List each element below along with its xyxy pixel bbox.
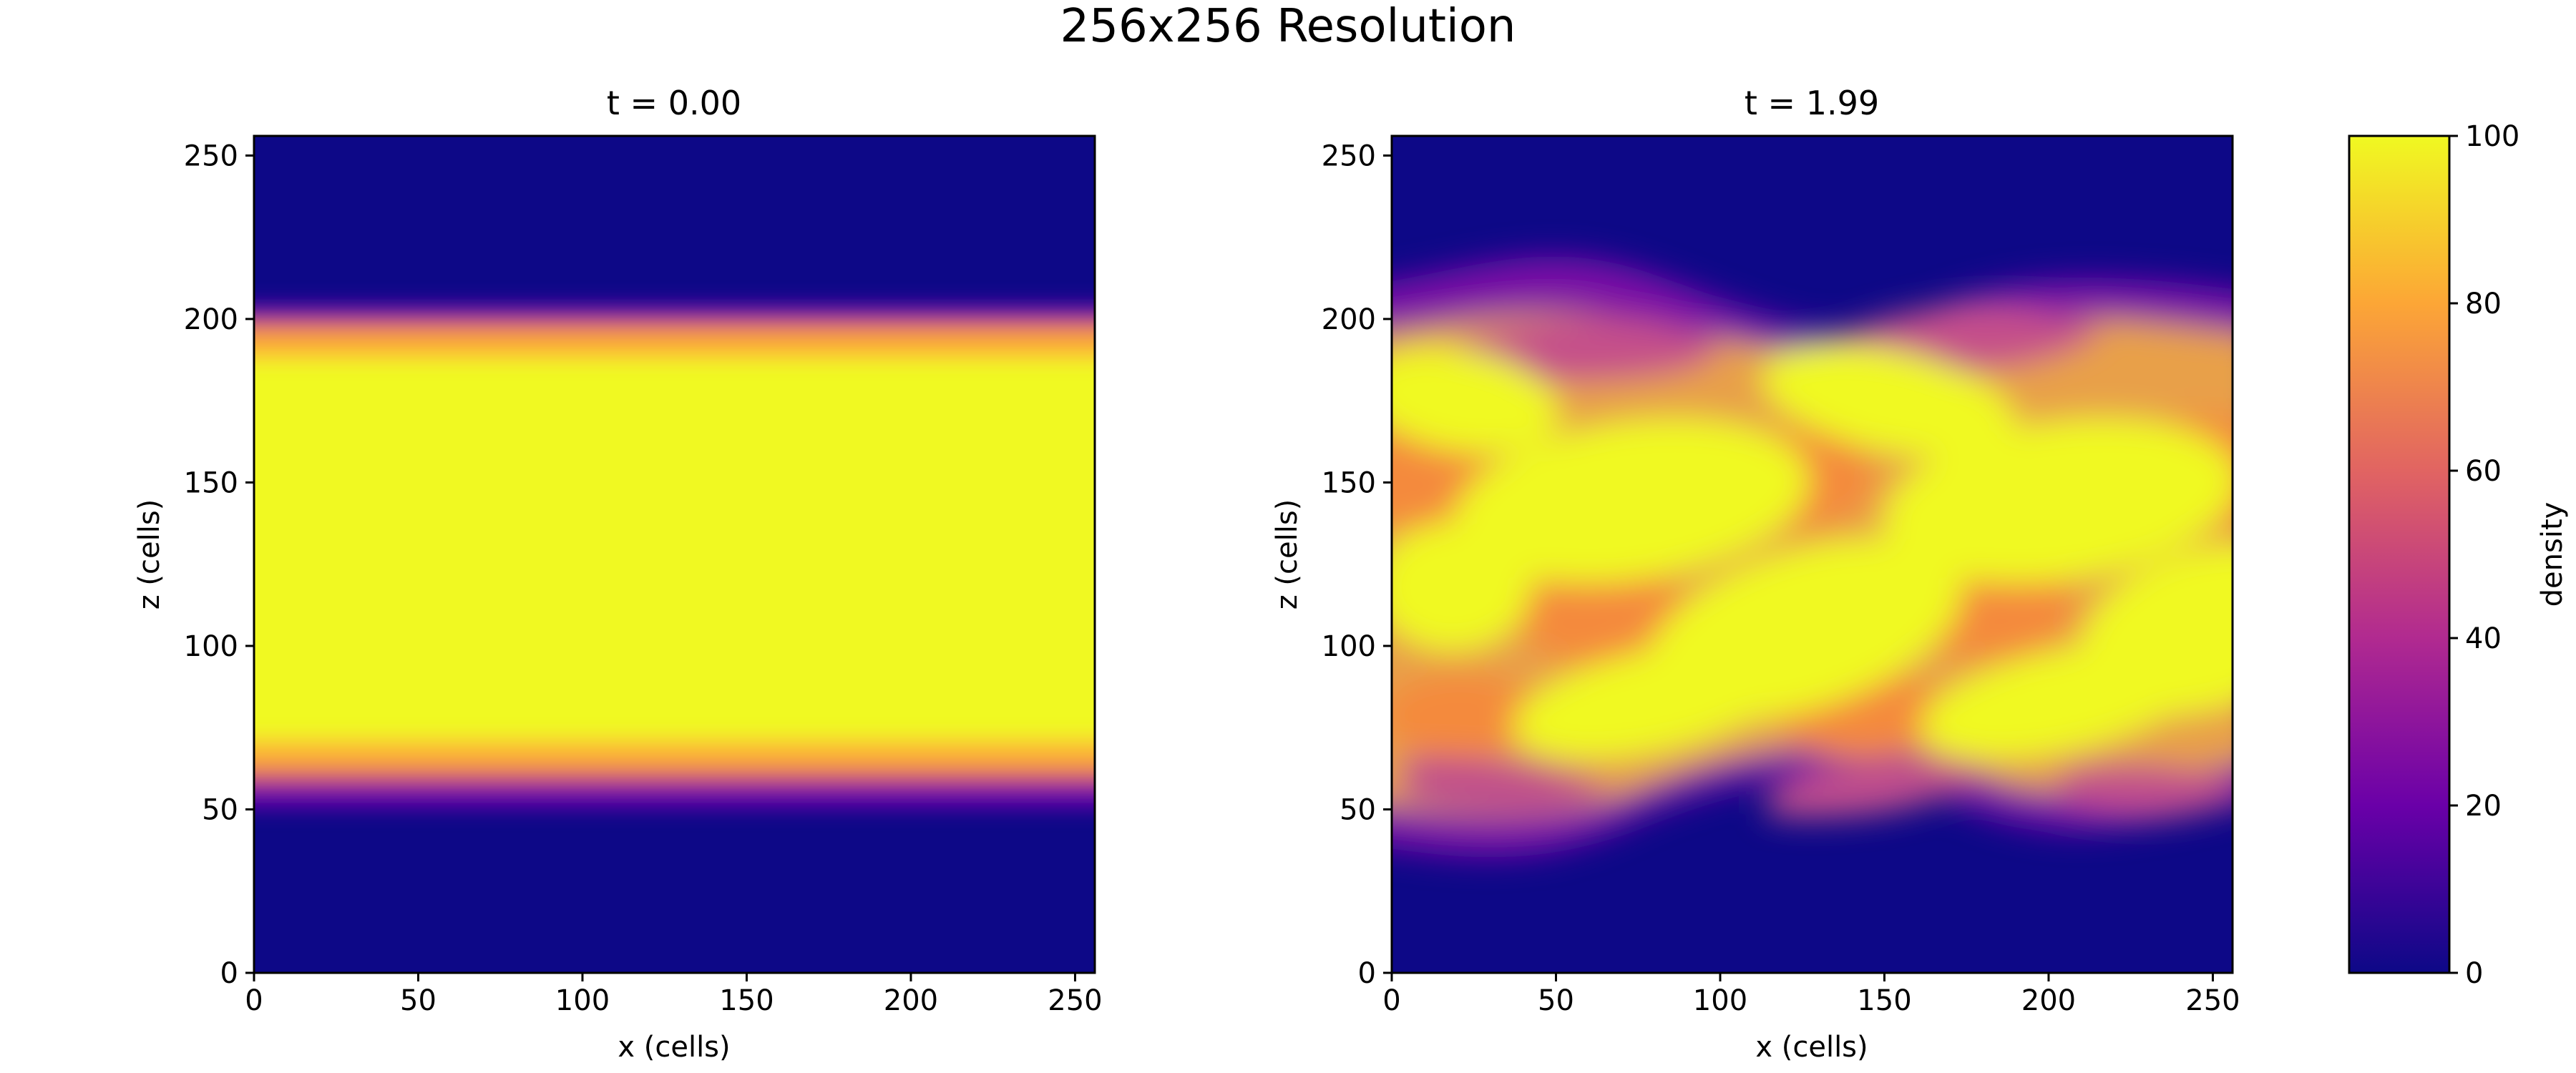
y-tick-label: 250 xyxy=(184,139,238,172)
x-tick-label: 50 xyxy=(1538,984,1574,1017)
heatmap-left xyxy=(254,136,1095,973)
colorbar-label: density xyxy=(2536,502,2569,607)
heatmap-right xyxy=(1392,136,2233,973)
panel-right-frame xyxy=(1390,134,2234,974)
y-tick-label: 100 xyxy=(1322,630,1376,663)
x-tick-label: 100 xyxy=(1693,984,1747,1017)
colorbar-tick-label: 80 xyxy=(2465,288,2502,320)
y-tick-label: 100 xyxy=(184,630,238,663)
panel-left-ylabel: z (cells) xyxy=(133,499,166,610)
panel-left-frame xyxy=(253,134,1096,974)
y-tick-label: 0 xyxy=(1358,957,1376,990)
x-tick-label: 200 xyxy=(2021,984,2076,1017)
x-tick-label: 0 xyxy=(1382,984,1400,1017)
y-tick-label: 150 xyxy=(184,466,238,499)
y-tick-label: 50 xyxy=(1340,793,1376,826)
x-tick-label: 250 xyxy=(2185,984,2240,1017)
x-tick-label: 150 xyxy=(1857,984,1911,1017)
colorbar-gradient xyxy=(2348,134,2451,974)
y-tick-label: 200 xyxy=(184,303,238,336)
x-tick-label: 50 xyxy=(400,984,436,1017)
panel-left-xlabel: x (cells) xyxy=(618,1031,730,1064)
colorbar-tick-label: 40 xyxy=(2465,622,2502,655)
y-tick-label: 150 xyxy=(1322,466,1376,499)
figure-suptitle: 256x256 Resolution xyxy=(1060,0,1516,53)
colorbar-tick-label: 20 xyxy=(2465,790,2502,823)
colorbar-tick-label: 100 xyxy=(2465,120,2519,153)
x-tick-label: 250 xyxy=(1048,984,1102,1017)
panel-right: t = 1.99 xyxy=(1271,84,2240,1064)
colorbar-tick-label: 60 xyxy=(2465,455,2502,488)
x-tick-label: 200 xyxy=(884,984,938,1017)
x-tick-label: 0 xyxy=(245,984,263,1017)
colorbar: 0 20 40 60 80 100 density xyxy=(2348,120,2569,990)
panel-left: t = 0.00 0 50 100 150 200 250050100150200250 … xyxy=(133,84,1103,1064)
panel-left-title: t = 0.00 xyxy=(607,84,741,122)
colorbar-tick-label: 0 xyxy=(2465,957,2483,990)
panel-right-ylabel: z (cells) xyxy=(1271,499,1304,610)
panel-left-axes: 0 50 100 150 200 250 0 50 100 150 200 250 xyxy=(184,139,1103,1017)
y-tick-label: 50 xyxy=(202,793,238,826)
y-tick-label: 200 xyxy=(1322,303,1376,336)
colorbar-ticks: 0 20 40 60 80 100 xyxy=(2449,120,2519,990)
y-tick-label: 0 xyxy=(220,957,238,990)
x-tick-label: 100 xyxy=(555,984,610,1017)
panel-right-xlabel: x (cells) xyxy=(1755,1031,1868,1064)
x-tick-label: 150 xyxy=(719,984,774,1017)
panel-right-title: t = 1.99 xyxy=(1745,84,1879,122)
panel-right-axes: 0 50 100 150 200 250 0 50 100 150 200 250 xyxy=(1322,139,2240,1017)
y-tick-label: 250 xyxy=(1322,139,1376,172)
